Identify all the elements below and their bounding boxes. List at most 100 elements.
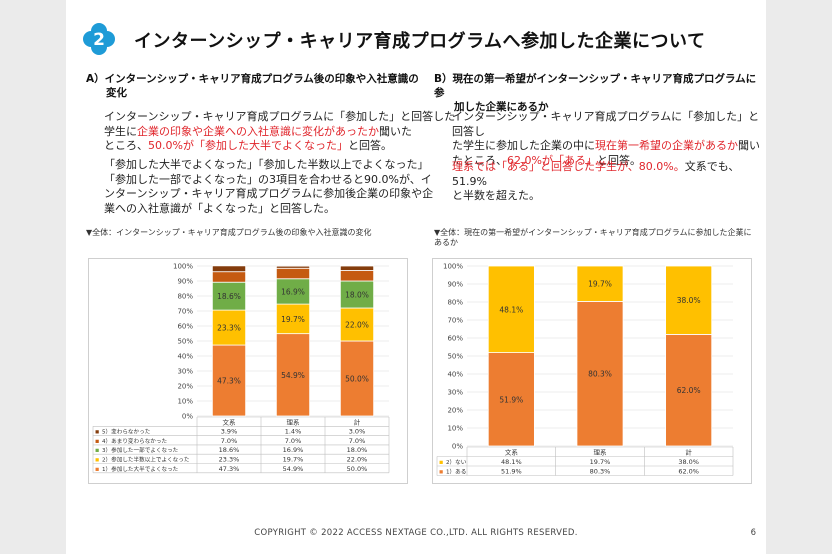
table-cell: 1.4% <box>285 428 302 436</box>
legend-series-name: 2）ない <box>446 459 467 466</box>
bar-segment <box>665 334 713 447</box>
copyright-footer: COPYRIGHT © 2022 ACCESS NEXTAGE CO.,LTD.… <box>254 528 578 538</box>
y-tick-label: 100% <box>443 263 463 271</box>
category-label: 文系 <box>505 448 518 457</box>
table-cell: 51.9% <box>501 468 522 476</box>
y-tick-label: 60% <box>177 323 193 331</box>
bar-segment <box>576 301 624 447</box>
chart-a: 0%10%20%30%40%50%60%70%80%90%100%47.3%23… <box>92 263 390 474</box>
data-label: 80.3% <box>588 370 612 379</box>
category-label: 理系 <box>287 417 301 426</box>
legend-series-name: 3）参加した一部でよくなった <box>102 446 179 454</box>
data-label: 62.0% <box>677 386 701 395</box>
category-label: 計 <box>354 417 361 426</box>
data-label: 51.9% <box>499 395 523 404</box>
y-tick-label: 30% <box>177 368 193 376</box>
y-tick-label: 80% <box>447 299 463 307</box>
table-cell: 48.1% <box>501 458 522 466</box>
legend-series-name: 2）参加した半数以上でよくなった <box>102 456 190 464</box>
data-label: 18.0% <box>345 291 369 300</box>
table-cell: 50.0% <box>347 465 368 473</box>
data-label: 54.9% <box>281 371 305 380</box>
data-label: 38.0% <box>677 296 701 305</box>
data-label: 50.0% <box>345 375 369 384</box>
category-label: 計 <box>685 448 692 457</box>
data-label: 19.7% <box>588 280 612 289</box>
data-label: 19.7% <box>281 315 305 324</box>
y-tick-label: 90% <box>447 281 463 289</box>
bar-segment <box>275 267 311 280</box>
number-badge-icon: 2 <box>83 23 115 55</box>
chart-a-caption: ▼全体：インターンシップ・キャリア育成プログラム後の印象や入社意識の変化 <box>86 228 372 237</box>
y-tick-label: 10% <box>447 425 463 433</box>
table-cell: 16.9% <box>283 446 304 454</box>
table-cell: 19.7% <box>283 456 304 464</box>
section-b-paragraph-2: 理系では「ある」と回答した学生が、80.0%。文系でも、51.9% と半数を超え… <box>452 160 740 203</box>
y-tick-label: 90% <box>177 278 193 286</box>
data-label: 23.3% <box>217 324 241 333</box>
slide: 2 インターンシップ・キャリア育成プログラムへ参加した企業について A）インター… <box>66 0 766 554</box>
table-cell: 80.3% <box>590 468 611 476</box>
data-label: 47.3% <box>217 377 241 386</box>
legend-series-name: 1）ある <box>446 469 466 476</box>
bar-segment <box>211 271 247 283</box>
category-label: 文系 <box>223 417 237 426</box>
legend-series-name: 1）参加した大半でよくなった <box>102 465 179 473</box>
badge-number: 2 <box>93 30 105 50</box>
data-label: 22.0% <box>345 321 369 330</box>
y-tick-label: 10% <box>177 398 193 406</box>
table-cell: 18.6% <box>219 446 240 454</box>
table-cell: 18.0% <box>347 446 368 454</box>
data-label: 16.9% <box>281 287 305 296</box>
y-tick-label: 50% <box>447 353 463 361</box>
y-tick-label: 50% <box>177 338 193 346</box>
bar-segment <box>211 265 247 273</box>
data-label: 48.1% <box>499 305 523 314</box>
table-cell: 19.7% <box>590 458 611 466</box>
y-tick-label: 40% <box>177 353 193 361</box>
y-tick-label: 40% <box>447 371 463 379</box>
legend-swatch-icon: ▪ <box>95 465 99 473</box>
bar-segment <box>275 333 311 417</box>
y-tick-label: 30% <box>447 389 463 397</box>
legend-series-name: 5）変わらなかった <box>102 428 151 436</box>
bar-segment <box>339 307 375 342</box>
legend-swatch-icon: ▪ <box>95 446 99 454</box>
chart-b-caption: ▼全体：現在の第一希望がインターンシップ・キャリア育成プログラムに参加した企業に… <box>434 228 752 247</box>
y-tick-label: 20% <box>177 383 193 391</box>
table-cell: 38.0% <box>678 458 699 466</box>
legend-swatch-icon: ▪ <box>439 468 443 476</box>
table-cell: 3.9% <box>221 428 238 436</box>
bar-segment <box>275 303 311 335</box>
table-cell: 47.3% <box>219 465 240 473</box>
y-tick-label: 0% <box>452 443 463 451</box>
chart-a-frame: 0% 10% 20% 30% 40% 50% 60% 70% 80% 90% 100% 47.3% 23… <box>88 258 408 484</box>
table-cell: 7.0% <box>285 437 302 445</box>
y-tick-label: 70% <box>177 308 193 316</box>
y-tick-label: 70% <box>447 317 463 325</box>
y-tick-label: 60% <box>447 335 463 343</box>
bar-segment <box>487 352 535 447</box>
legend-swatch-icon: ▪ <box>95 428 99 436</box>
legend-swatch-icon: ▪ <box>95 456 99 464</box>
y-tick-label: 0% <box>182 413 193 421</box>
table-cell: 7.0% <box>349 437 366 445</box>
bar-segment <box>339 265 375 271</box>
bar-segment <box>665 265 713 335</box>
section-b-heading: B）現在の第一希望がインターンシップ・キャリア育成プログラムに参 加した企業にあ… <box>434 73 757 113</box>
page-number: 6 <box>750 528 756 538</box>
section-a-heading: A）インターンシップ・キャリア育成プログラム後の印象や入社意識の 変化 <box>86 73 419 99</box>
table-cell: 22.0% <box>347 456 368 464</box>
y-tick-label: 20% <box>447 407 463 415</box>
legend-swatch-icon: ▪ <box>439 458 443 466</box>
section-a-paragraph-1: インターンシップ・キャリア育成プログラムに「参加した」と回答した 学生に企業の印… <box>104 110 456 153</box>
category-label: 理系 <box>594 448 608 457</box>
bar-segment <box>576 265 624 302</box>
table-cell: 62.0% <box>678 468 699 476</box>
chart-b: 0% 10% 20% 30% 40% 50% 60% 70% 80% 90% 100% 51.9% 48… <box>436 263 734 476</box>
table-cell: 54.9% <box>283 465 304 473</box>
bar-segment <box>339 270 375 282</box>
y-tick-label: 100% <box>173 263 193 271</box>
bar-segment <box>275 278 311 305</box>
data-label: 18.6% <box>217 292 241 301</box>
